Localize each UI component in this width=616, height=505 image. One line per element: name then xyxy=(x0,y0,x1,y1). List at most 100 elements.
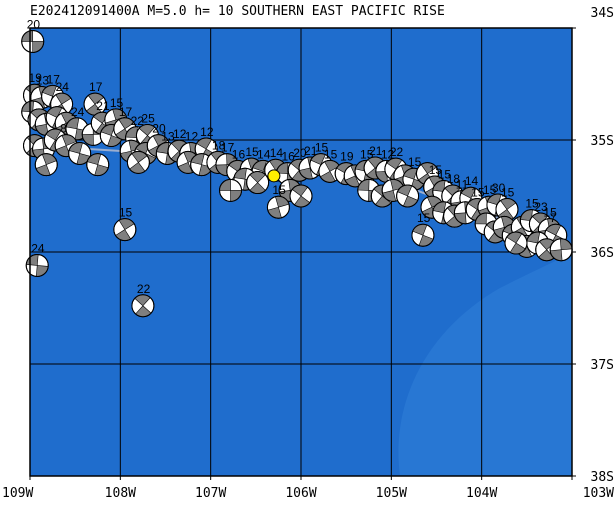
beachball-rim xyxy=(504,231,528,255)
beachball-rim xyxy=(34,153,58,177)
beachball: 15 xyxy=(411,211,435,247)
beachball: 15 xyxy=(113,206,137,242)
beachball-rim xyxy=(266,195,290,219)
depth-label: 16 xyxy=(281,150,295,164)
epicenter-marker xyxy=(267,169,281,183)
beachball-rim xyxy=(246,171,270,195)
depth-label: 14 xyxy=(257,147,271,161)
depth-label: 15 xyxy=(543,206,557,220)
depth-label: 14 xyxy=(465,174,479,188)
depth-label: 23 xyxy=(534,200,548,214)
depth-label: 15 xyxy=(408,155,422,169)
depth-label: 15 xyxy=(324,147,338,161)
beachball: 15 xyxy=(495,185,519,221)
depth-label: 12 xyxy=(381,147,395,161)
beachball-rim xyxy=(126,150,150,174)
beachball-rim xyxy=(411,223,435,247)
beachball: 24 xyxy=(25,241,49,277)
depth-label: 15 xyxy=(110,96,124,110)
depth-label: 16 xyxy=(232,147,246,161)
beachball xyxy=(68,141,92,165)
beachball xyxy=(289,184,313,208)
beachball-rim xyxy=(396,184,420,208)
depth-label: 17 xyxy=(89,80,103,94)
depth-label: 21 xyxy=(96,99,110,113)
depth-label: 15 xyxy=(119,206,133,220)
longitude-label: 109W xyxy=(2,486,33,501)
depth-label: 22 xyxy=(137,282,151,296)
depth-label: 13 xyxy=(161,129,175,143)
depth-label: 15 xyxy=(501,185,515,199)
depth-label: 20 xyxy=(293,146,307,160)
longitude-label: 106W xyxy=(285,486,316,501)
depth-label: 22 xyxy=(131,114,145,128)
beachball-rim xyxy=(21,29,45,53)
latitude-label: 34S xyxy=(591,6,614,21)
longitude-label: 107W xyxy=(195,486,226,501)
depth-label: 17 xyxy=(119,105,133,119)
axis-tick-labels: 109W 108W 107W 106W 105W 104W 103W 34S 35S 36S 37S… xyxy=(2,6,614,501)
depth-label: 21 xyxy=(369,144,383,158)
latitude-label: 36S xyxy=(591,246,614,261)
depth-label: 20 xyxy=(27,17,41,31)
depth-label: 18 xyxy=(447,172,461,186)
beachball: 20 xyxy=(21,17,45,53)
beachball-rim xyxy=(131,294,155,318)
depth-label: 24 xyxy=(56,80,70,94)
depth-label: 20 xyxy=(152,122,166,136)
beachball-rim xyxy=(113,218,137,242)
beachball: 17 xyxy=(215,141,239,177)
beachball xyxy=(549,238,573,262)
latitude-label: 37S xyxy=(591,358,614,373)
depth-label: 21 xyxy=(304,144,318,158)
depth-label: 22 xyxy=(390,145,404,159)
beachball-rim xyxy=(219,178,243,202)
beachball-rim xyxy=(86,153,110,177)
depth-label: 17 xyxy=(47,72,61,86)
depth-label: 14 xyxy=(270,146,284,160)
beachball xyxy=(246,171,270,195)
longitude-label: 105W xyxy=(376,486,407,501)
depth-label: 24 xyxy=(31,241,45,255)
depth-label: 19 xyxy=(340,150,354,164)
depth-label: 11 xyxy=(456,178,469,192)
depth-label: 7 xyxy=(550,211,557,225)
map-title: E202412091400A M=5.0 h= 10 SOUTHERN EAST… xyxy=(30,4,445,19)
beachball xyxy=(219,178,243,202)
depth-label: 13 xyxy=(36,73,50,87)
depth-label: 12 xyxy=(185,129,199,143)
beachball xyxy=(504,231,528,255)
beachball xyxy=(86,153,110,177)
longitude-label: 104W xyxy=(466,486,497,501)
latitude-label: 38S xyxy=(591,470,614,485)
longitude-label: 108W xyxy=(105,486,136,501)
depth-label: 17 xyxy=(221,141,235,155)
depth-label: 15 xyxy=(272,183,286,197)
depth-label: 12 xyxy=(173,127,187,141)
depth-label: 15 xyxy=(471,185,485,199)
depth-label: 24 xyxy=(71,105,85,119)
depth-label: 15 xyxy=(417,211,431,225)
depth-label: 15 xyxy=(483,183,497,197)
depth-label: 15 xyxy=(438,168,452,182)
depth-label: 15 xyxy=(315,141,329,155)
lat-lon-grid xyxy=(30,28,572,476)
beachball xyxy=(34,153,58,177)
depth-label: 15 xyxy=(525,197,539,211)
beachball: 22 xyxy=(131,282,155,318)
depth-label: 15 xyxy=(429,163,443,177)
depth-label: 19 xyxy=(29,71,43,85)
beachball-rim xyxy=(25,253,49,277)
epicenter-dot xyxy=(267,169,281,183)
depth-label: 8 xyxy=(60,122,67,136)
beachball: 15 xyxy=(266,183,290,219)
depth-label: 12 xyxy=(200,125,214,139)
beachball-rim xyxy=(68,141,92,165)
longitude-label: 103W xyxy=(583,486,614,501)
beachball xyxy=(126,150,150,174)
beachball xyxy=(396,184,420,208)
depth-label: 30 xyxy=(492,181,506,195)
